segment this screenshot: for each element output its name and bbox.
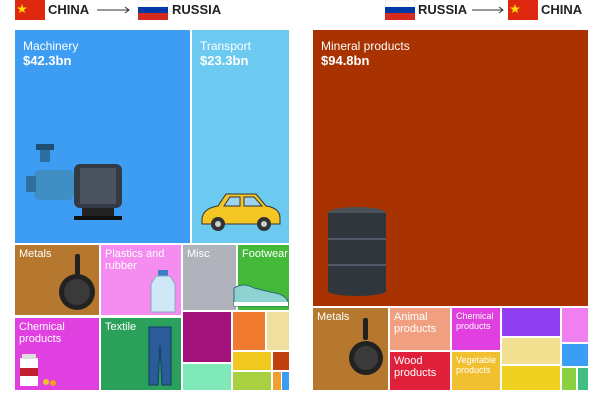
- to-country: RUSSIA: [172, 2, 222, 17]
- tile: Chemical products: [452, 308, 500, 350]
- barrel-icon: [328, 207, 386, 296]
- tile: Wood products: [390, 352, 450, 390]
- tile-label: Animal products: [394, 311, 437, 335]
- tile-value: $23.3bn: [200, 53, 249, 68]
- tile-label: Plastics and rubber: [105, 248, 165, 272]
- tile-label: Textile: [105, 321, 137, 333]
- tile: Metals: [15, 245, 99, 315]
- bottle-icon: [150, 270, 176, 313]
- tile: Misc: [183, 245, 236, 310]
- tile-label: Mineral products: [321, 39, 410, 53]
- jeans-icon: [148, 326, 172, 386]
- tile-label: Transport: [200, 39, 251, 53]
- tile: Animal products: [390, 308, 450, 350]
- tile-label: Vegetable products: [456, 355, 497, 375]
- car-icon: [201, 193, 281, 231]
- shoe-icon: [233, 284, 289, 307]
- tile-label: Metals: [19, 248, 52, 260]
- tile-label: Metals: [317, 311, 350, 323]
- pan-icon: [59, 254, 95, 310]
- small-tiles: [502, 308, 588, 390]
- tile: Chemical products: [15, 318, 99, 390]
- tile-label: Wood products: [394, 355, 437, 379]
- to-country: CHINA: [541, 2, 583, 17]
- header-icons: [385, 0, 538, 20]
- chemicals-icon: [20, 354, 56, 386]
- pan-icon: [349, 318, 383, 375]
- tile-label: Chemical products: [456, 311, 494, 331]
- tile-label: Footwear: [242, 248, 288, 260]
- tile-label: Chemical products: [19, 321, 65, 345]
- tile-label: Machinery: [23, 39, 79, 53]
- tile-value: $42.3bn: [23, 53, 72, 68]
- small-tiles: [183, 312, 289, 390]
- from-country: CHINA: [48, 2, 90, 17]
- tile: Vegetable products: [452, 352, 500, 390]
- pump-icon: [26, 144, 122, 220]
- tile-label: Misc: [187, 248, 210, 260]
- from-country: RUSSIA: [418, 2, 468, 17]
- header-icons: [15, 0, 169, 20]
- tile-value: $94.8bn: [321, 53, 370, 68]
